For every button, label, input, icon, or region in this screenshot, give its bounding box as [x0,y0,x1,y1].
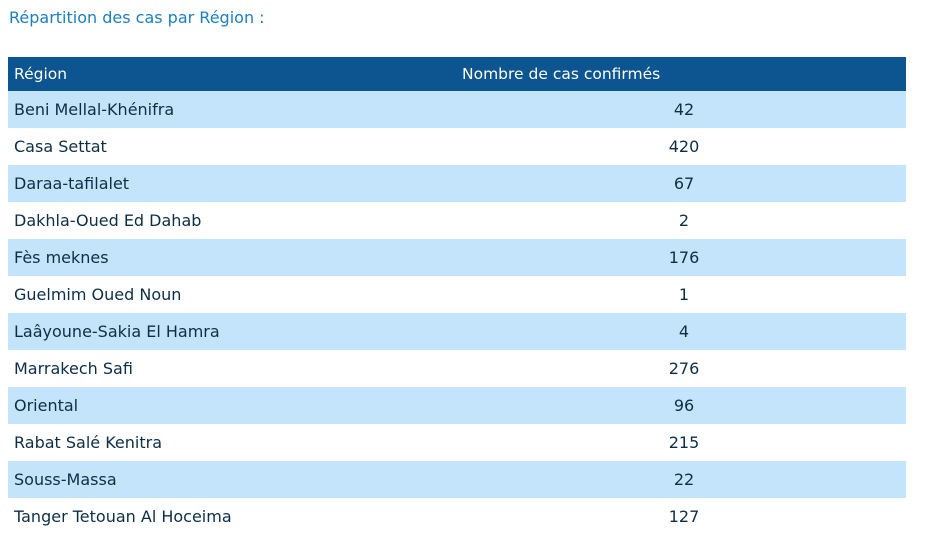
region-cell: Marrakech Safi [14,359,133,378]
region-cell: Rabat Salé Kenitra [14,433,163,452]
section-heading: Répartition des cas par Région : [9,8,265,27]
count-cell: 420 [668,137,700,156]
count-cell: 1 [678,285,690,304]
count-cell: 127 [668,507,700,526]
table-row: Fès meknes 176 [8,239,906,276]
region-cell: Fès meknes [14,248,109,267]
count-cell: 4 [678,322,690,341]
region-cell: Oriental [14,396,79,415]
count-cell: 42 [673,100,695,119]
region-cell: Souss-Massa [14,470,117,489]
region-cell: Casa Settat [14,137,107,156]
region-cell: Dakhla-Oued Ed Dahab [14,211,202,230]
table-row: Oriental 96 [8,387,906,424]
region-cell: Daraa-tafilalet [14,174,130,193]
table-row: Tanger Tetouan Al Hoceima 127 [8,498,906,535]
count-cell: 96 [673,396,695,415]
count-cell: 176 [668,248,700,267]
cases-by-region-table: Région Nombre de cas confirmés Beni Mell… [8,57,906,535]
column-header-region: Région [14,65,68,83]
table-body: Beni Mellal-Khénifra 42 Casa Settat 420 … [8,91,906,535]
count-cell: 215 [668,433,700,452]
table-row: Rabat Salé Kenitra 215 [8,424,906,461]
region-cell: Guelmim Oued Noun [14,285,182,304]
region-cell: Beni Mellal-Khénifra [14,100,175,119]
count-cell: 22 [673,470,695,489]
region-cell: Tanger Tetouan Al Hoceima [14,507,232,526]
table-row: Beni Mellal-Khénifra 42 [8,91,906,128]
table-row: Daraa-tafilalet 67 [8,165,906,202]
table-row: Dakhla-Oued Ed Dahab 2 [8,202,906,239]
table-row: Souss-Massa 22 [8,461,906,498]
count-cell: 67 [673,174,695,193]
table-header-row: Région Nombre de cas confirmés [8,57,906,91]
table-row: Guelmim Oued Noun 1 [8,276,906,313]
region-cell: Laâyoune-Sakia El Hamra [14,322,220,341]
table-row: Marrakech Safi 276 [8,350,906,387]
table-row: Laâyoune-Sakia El Hamra 4 [8,313,906,350]
table-row: Casa Settat 420 [8,128,906,165]
count-cell: 2 [678,211,690,230]
count-cell: 276 [668,359,700,378]
column-header-count: Nombre de cas confirmés [462,65,661,83]
